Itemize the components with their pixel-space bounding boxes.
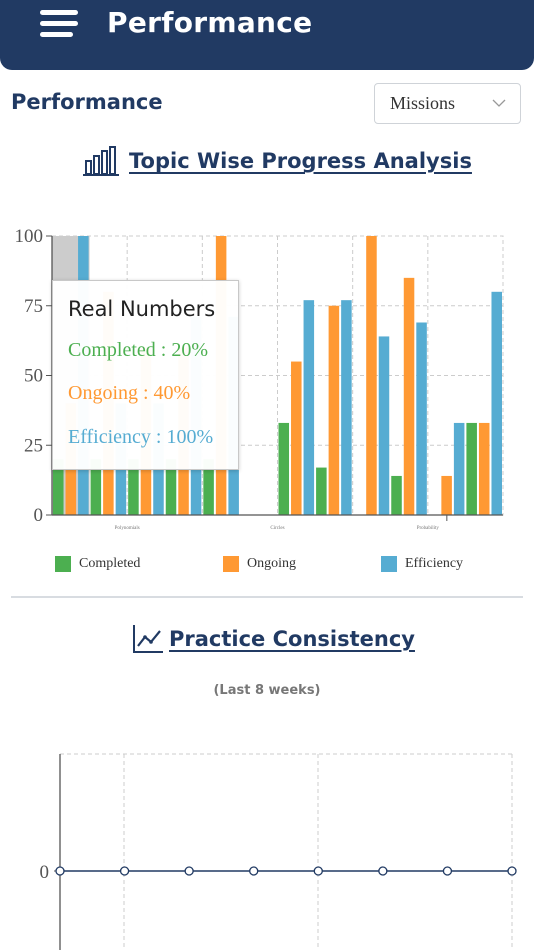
tooltip-ongoing: Ongoing : 40%	[68, 382, 191, 404]
chart-bar-efficiency	[416, 322, 427, 515]
chart-bar-completed	[316, 467, 327, 515]
line-chart-icon	[133, 625, 163, 653]
chart-bar-ongoing	[403, 277, 415, 515]
topic-chart-heading: Topic Wise Progress Analysis	[83, 146, 472, 176]
practice-point	[378, 866, 388, 876]
chart-tooltip: Real Numbers Completed : 20% Ongoing : 4…	[52, 280, 239, 470]
practice-point	[507, 866, 517, 876]
chart-xtick-label: Circles	[270, 526, 284, 531]
chart-xtick-label: Polynomials	[115, 526, 140, 531]
practice-point	[313, 866, 323, 876]
tooltip-completed: Completed : 20%	[68, 339, 208, 361]
chart-bar-ongoing	[366, 236, 377, 515]
chart-bar-efficiency	[491, 291, 502, 515]
practice-ytick-label: 0	[40, 862, 50, 883]
practice-point	[442, 866, 453, 876]
chart-bar-completed	[278, 422, 290, 515]
chart-bar-completed	[165, 459, 177, 515]
chart-bar-efficiency	[378, 336, 390, 515]
chart-bar-ongoing	[441, 475, 452, 515]
chart-bar-ongoing	[291, 361, 302, 515]
topic-chart-heading-text: Topic Wise Progress Analysis	[129, 149, 472, 173]
hamburger-menu-icon[interactable]	[40, 10, 78, 38]
chart-bar-completed	[466, 422, 477, 515]
chart-legend: Completed Ongoing Efficiency	[0, 556, 534, 576]
chart-ytick-label: 0	[34, 505, 44, 526]
bar-chart-icon	[83, 146, 119, 176]
chart-bar-completed	[203, 459, 214, 515]
practice-heading-text: Practice Consistency	[169, 627, 415, 651]
tooltip-title: Real Numbers	[68, 297, 216, 321]
category-select[interactable]: Missions	[374, 83, 521, 124]
practice-heading: Practice Consistency	[132, 624, 415, 654]
chart-ytick-label: 25	[24, 435, 43, 456]
chart-bar-efficiency	[303, 300, 315, 515]
select-value: Missions	[390, 93, 456, 113]
legend-label-ongoing: Ongoing	[247, 556, 296, 571]
chart-bar-completed	[128, 459, 139, 515]
legend-swatch-ongoing	[223, 556, 239, 572]
chart-ytick-label: 50	[24, 366, 43, 387]
practice-point	[55, 866, 65, 876]
practice-point	[119, 866, 130, 876]
legend-label-efficiency: Efficiency	[405, 556, 464, 571]
legend-efficiency[interactable]: Efficiency	[381, 556, 463, 572]
chart-xtick-label: Probability	[417, 526, 440, 531]
chevron-down-icon	[492, 99, 506, 107]
chart-bar-ongoing	[328, 305, 340, 515]
header-title: Performance	[107, 6, 313, 39]
legend-swatch-completed	[55, 556, 71, 572]
chart-bar-completed	[391, 475, 402, 515]
tooltip-efficiency: Efficiency : 100%	[68, 426, 214, 448]
chart-bar-completed	[90, 459, 102, 515]
chart-bar-ongoing	[478, 422, 490, 515]
section-divider	[11, 596, 523, 598]
legend-completed[interactable]: Completed	[55, 556, 140, 572]
practice-consistency-chart: 0	[40, 753, 517, 950]
section-title: Performance	[11, 90, 163, 114]
chart-bar-efficiency	[341, 300, 352, 515]
legend-swatch-efficiency	[381, 556, 397, 572]
practice-point	[249, 866, 259, 876]
chart-bar-completed	[53, 459, 64, 515]
legend-label-completed: Completed	[79, 556, 141, 571]
practice-point	[184, 866, 194, 876]
chart-ytick-label: 75	[24, 296, 43, 317]
chart-bar-efficiency	[453, 422, 465, 515]
app-header: Performance	[0, 0, 534, 70]
chart-ytick-label: 100	[15, 226, 44, 247]
legend-ongoing[interactable]: Ongoing	[223, 556, 296, 572]
practice-subtitle: (Last 8 weeks)	[213, 683, 321, 698]
